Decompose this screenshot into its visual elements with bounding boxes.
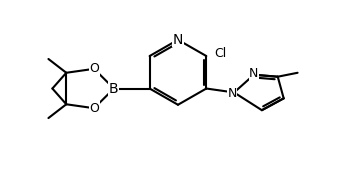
Text: O: O (89, 62, 99, 75)
Text: N: N (249, 67, 259, 80)
Text: N: N (228, 87, 237, 100)
Text: B: B (109, 82, 119, 96)
Text: O: O (89, 102, 99, 115)
Text: Cl: Cl (214, 47, 226, 60)
Text: N: N (173, 33, 183, 47)
